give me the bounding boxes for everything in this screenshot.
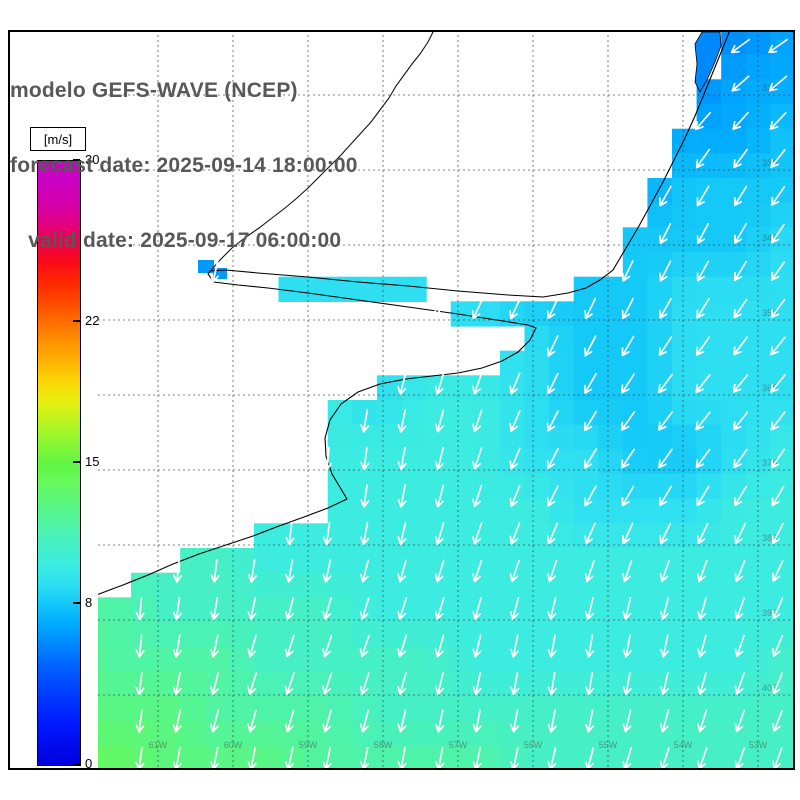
svg-text:38S: 38S <box>762 533 778 543</box>
svg-text:61W: 61W <box>149 740 168 750</box>
colorbar-tick-label: 0 <box>85 756 93 771</box>
forecast-date: forecast date: 2025-09-14 18:00:00 <box>10 154 358 177</box>
svg-text:40S: 40S <box>762 683 778 693</box>
valid-date: valid date: 2025-09-17 06:00:00 <box>10 229 342 252</box>
colorbar-gradient <box>37 160 81 766</box>
model-title: modelo GEFS-WAVE (NCEP) <box>10 79 298 102</box>
svg-text:53W: 53W <box>749 740 768 750</box>
colorbar-tick-label: 30 <box>85 152 100 167</box>
graticule <box>8 30 795 770</box>
colorbar-unit-label: [m/s] <box>30 127 86 151</box>
graticule-labels: 61W 60W 59W 58W 57W 56W 55W 54W 53W32S33S34S35S3… <box>149 83 778 750</box>
colorbar-tick-label: 22 <box>85 313 100 329</box>
svg-text:33S: 33S <box>762 158 778 168</box>
colorbar-tick-label: 8 <box>85 594 93 610</box>
coastal-lagoon <box>694 31 722 93</box>
svg-text:59W: 59W <box>299 740 318 750</box>
svg-text:36S: 36S <box>762 383 778 393</box>
svg-text:57W: 57W <box>449 740 468 750</box>
direction-arrows <box>135 38 788 770</box>
coastline <box>8 30 731 620</box>
svg-text:34S: 34S <box>762 233 778 243</box>
svg-text:39S: 39S <box>762 608 778 618</box>
map-border <box>8 30 795 770</box>
colorbar-tickmark <box>73 763 80 765</box>
svg-text:58W: 58W <box>374 740 393 750</box>
colorbar-tickmark <box>73 461 80 463</box>
river <box>207 30 435 275</box>
colorbar-tickmark <box>73 601 80 604</box>
svg-text:54W: 54W <box>674 740 693 750</box>
svg-text:37S: 37S <box>762 458 778 468</box>
colorbar-tickmark <box>73 159 80 161</box>
colorbar-tick-label: 15 <box>85 454 100 469</box>
svg-text:60W: 60W <box>224 740 243 750</box>
svg-text:55W: 55W <box>599 740 618 750</box>
svg-text:56W: 56W <box>524 740 543 750</box>
colorbar-tickmark <box>73 320 80 323</box>
title-block: modelo GEFS-WAVE (NCEP) forecast date: 2… <box>10 28 358 303</box>
svg-text:35S: 35S <box>762 308 778 318</box>
